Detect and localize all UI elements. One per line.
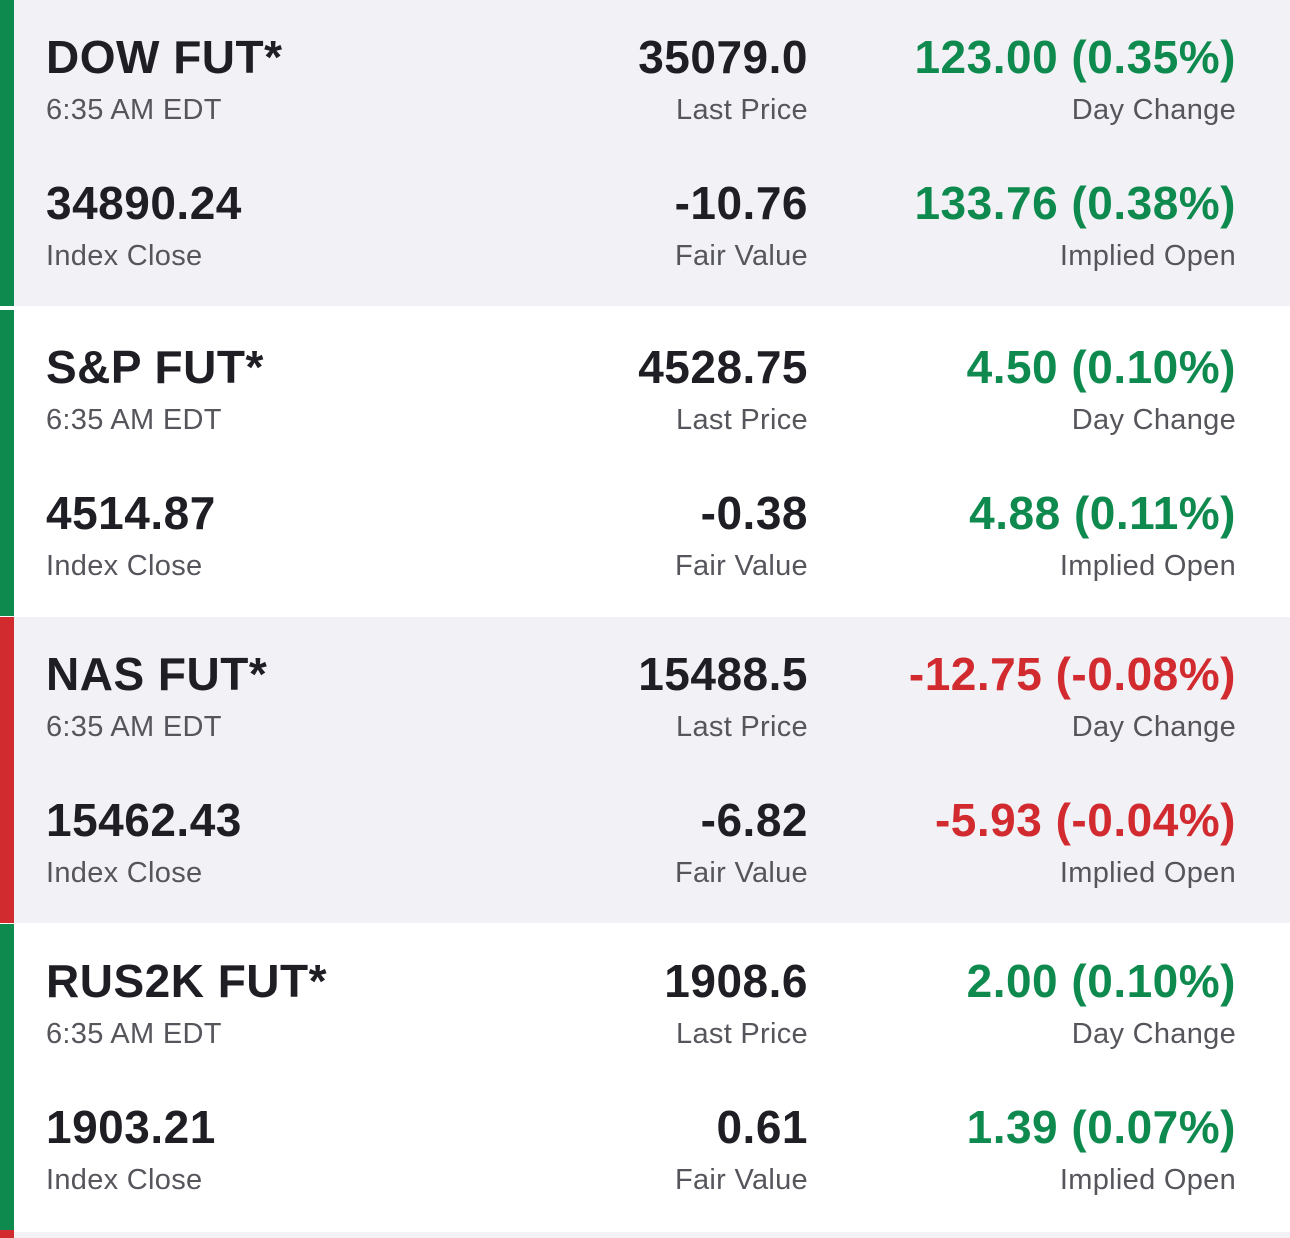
future-name: RUS2K FUT* — [46, 955, 328, 1007]
futures-card-dow[interactable]: DOW FUT* 6:35 AM EDT 35079.0 Last Price … — [0, 0, 1290, 306]
fair-value-value: -6.82 — [700, 794, 808, 846]
quote-time: 6:35 AM EDT — [46, 404, 222, 436]
last-price-value: 1908.6 — [664, 955, 808, 1007]
quote-time: 6:35 AM EDT — [46, 711, 222, 743]
implied-open-label: Implied Open — [1059, 1164, 1236, 1196]
last-price-value: 4528.75 — [638, 341, 808, 393]
day-change-value: 2.00 (0.10%) — [966, 955, 1236, 1007]
index-close-label: Index Close — [46, 550, 203, 582]
index-close-value: 34890.24 — [46, 177, 242, 229]
futures-card-sp[interactable]: S&P FUT* 6:35 AM EDT 4528.75 Last Price … — [0, 310, 1290, 616]
day-change-label: Day Change — [1071, 1018, 1236, 1050]
last-price-label: Last Price — [676, 1018, 808, 1050]
trend-indicator-strip — [0, 310, 14, 616]
fair-value-value: -10.76 — [674, 177, 808, 229]
implied-open-label: Implied Open — [1059, 857, 1236, 889]
day-change-label: Day Change — [1071, 94, 1236, 126]
trend-indicator-strip — [0, 0, 14, 306]
fair-value-value: 0.61 — [716, 1101, 808, 1153]
last-price-label: Last Price — [676, 404, 808, 436]
implied-open-label: Implied Open — [1059, 550, 1236, 582]
index-close-value: 1903.21 — [46, 1101, 216, 1153]
trend-indicator-strip — [0, 617, 14, 923]
index-close-label: Index Close — [46, 240, 203, 272]
last-price-value: 35079.0 — [638, 31, 808, 83]
next-card-edge — [14, 1232, 1290, 1238]
fair-value-label: Fair Value — [674, 857, 808, 889]
quote-time: 6:35 AM EDT — [46, 94, 222, 126]
implied-open-value: 1.39 (0.07%) — [966, 1101, 1236, 1153]
implied-open-value: -5.93 (-0.04%) — [934, 794, 1236, 846]
future-name: DOW FUT* — [46, 31, 283, 83]
fair-value-label: Fair Value — [674, 550, 808, 582]
last-price-value: 15488.5 — [638, 648, 808, 700]
last-price-label: Last Price — [676, 94, 808, 126]
future-name: S&P FUT* — [46, 341, 264, 393]
day-change-value: 4.50 (0.10%) — [966, 341, 1236, 393]
implied-open-value: 133.76 (0.38%) — [914, 177, 1236, 229]
fair-value-value: -0.38 — [700, 487, 808, 539]
implied-open-value: 4.88 (0.11%) — [969, 487, 1236, 539]
index-close-value: 4514.87 — [46, 487, 216, 539]
next-card-trend-strip — [0, 1230, 14, 1238]
trend-indicator-strip — [0, 924, 14, 1230]
last-price-label: Last Price — [676, 711, 808, 743]
fair-value-label: Fair Value — [674, 240, 808, 272]
quote-time: 6:35 AM EDT — [46, 1018, 222, 1050]
fair-value-label: Fair Value — [674, 1164, 808, 1196]
day-change-value: -12.75 (-0.08%) — [908, 648, 1236, 700]
index-close-value: 15462.43 — [46, 794, 242, 846]
day-change-value: 123.00 (0.35%) — [914, 31, 1236, 83]
index-close-label: Index Close — [46, 1164, 203, 1196]
futures-card-rus2k[interactable]: RUS2K FUT* 6:35 AM EDT 1908.6 Last Price… — [0, 924, 1290, 1230]
futures-card-nas[interactable]: NAS FUT* 6:35 AM EDT 15488.5 Last Price … — [0, 617, 1290, 923]
day-change-label: Day Change — [1071, 711, 1236, 743]
future-name: NAS FUT* — [46, 648, 268, 700]
index-close-label: Index Close — [46, 857, 203, 889]
day-change-label: Day Change — [1071, 404, 1236, 436]
implied-open-label: Implied Open — [1059, 240, 1236, 272]
